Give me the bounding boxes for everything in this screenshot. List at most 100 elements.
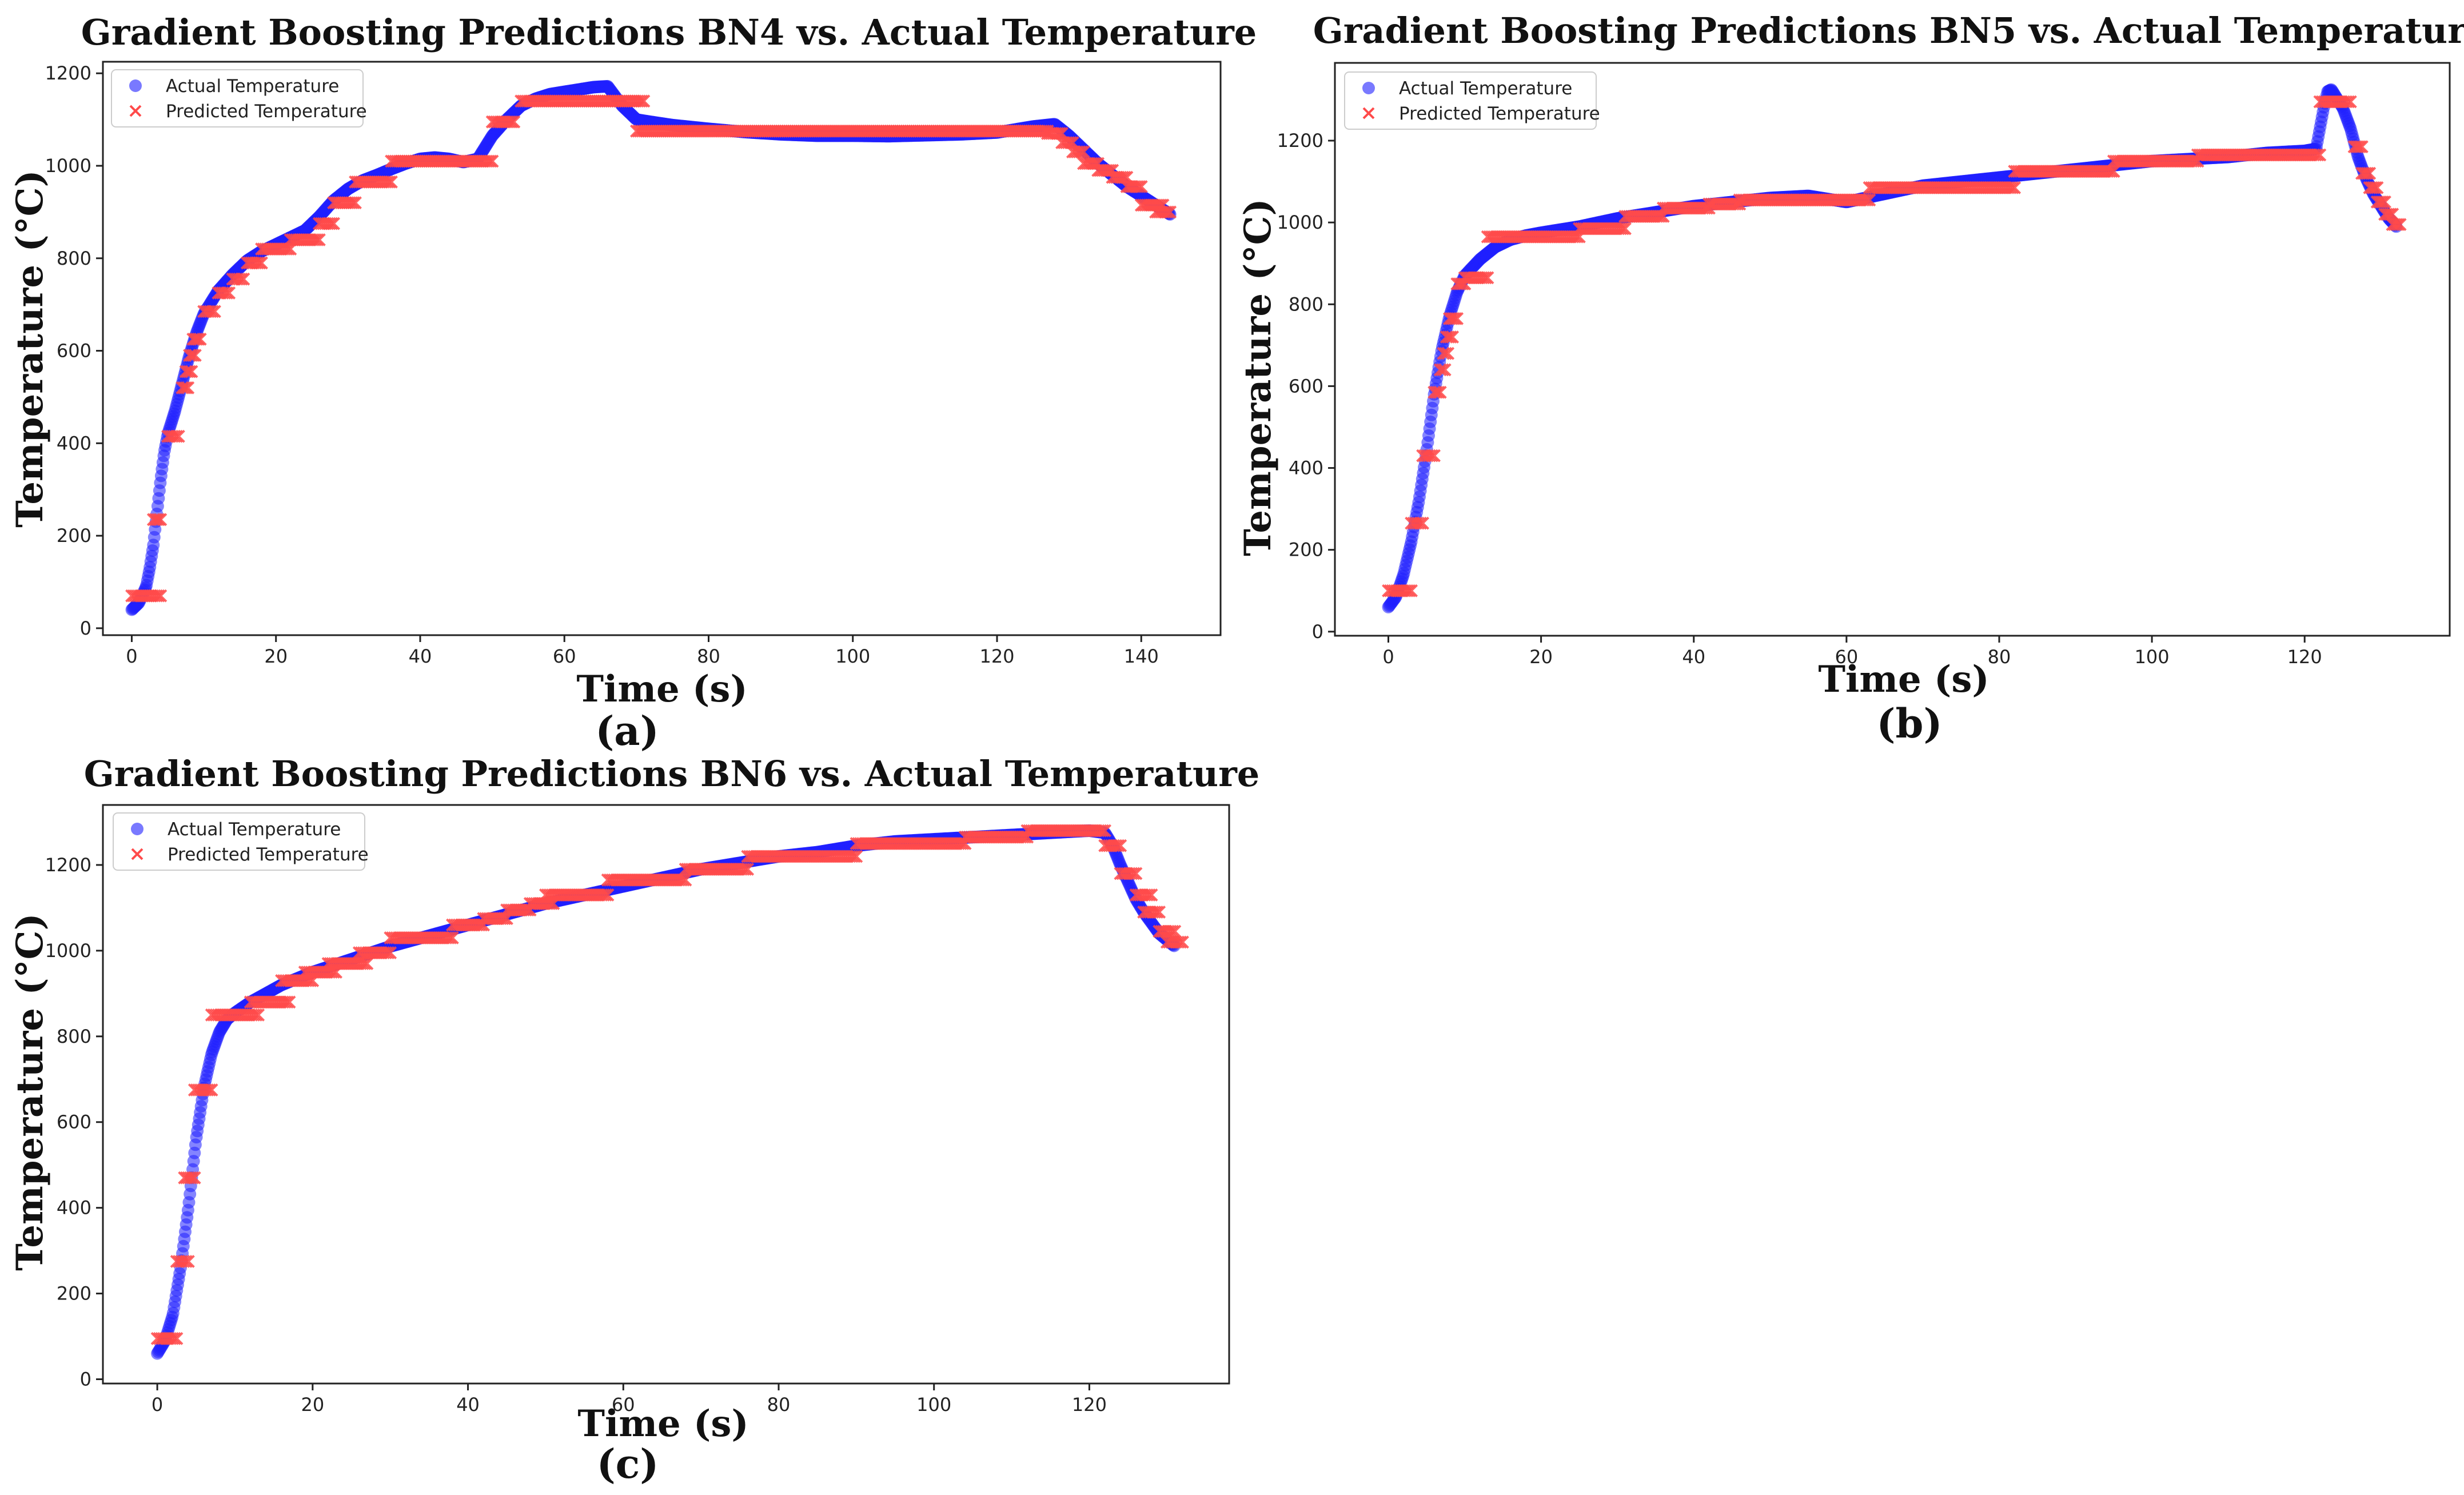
y-tick-label: 400 bbox=[57, 432, 91, 454]
predicted-point bbox=[485, 154, 499, 168]
predicted-point bbox=[1133, 180, 1146, 193]
plot-area bbox=[102, 804, 1230, 1385]
predicted-point bbox=[154, 513, 168, 527]
predicted-point bbox=[501, 115, 515, 129]
predicted-point bbox=[349, 196, 362, 210]
x-tick-label: 20 bbox=[1529, 646, 1553, 668]
x-tick-label: 100 bbox=[2135, 646, 2170, 668]
chart-title: Gradient Boosting Predictions BN5 vs. Ac… bbox=[1313, 10, 2464, 51]
predicted-point bbox=[322, 217, 336, 230]
predicted-point bbox=[1076, 145, 1090, 159]
y-axis-label: Temperature (°C) bbox=[1237, 198, 1279, 556]
plot-area bbox=[102, 61, 1222, 636]
predicted-point bbox=[148, 513, 162, 527]
legend: Actual Temperature Predicted Temperature bbox=[111, 69, 367, 127]
x-tick-label: 60 bbox=[553, 645, 576, 667]
y-tick-label: 200 bbox=[1289, 539, 1323, 561]
predicted-point bbox=[234, 272, 248, 286]
x-tick-label: 0 bbox=[1382, 646, 1394, 668]
predicted-point bbox=[1134, 180, 1148, 193]
y-tick-label: 400 bbox=[1289, 457, 1323, 479]
predicted-point bbox=[206, 305, 220, 318]
panel-a: Gradient Boosting Predictions BN4 vs. Ac… bbox=[9, 11, 1257, 755]
predicted-point bbox=[168, 429, 181, 443]
predicted-point bbox=[381, 175, 394, 189]
predicted-point bbox=[185, 349, 198, 362]
predicted-point bbox=[181, 365, 194, 378]
predicted-point bbox=[222, 286, 236, 300]
predicted-point bbox=[1161, 205, 1175, 219]
predicted-point bbox=[346, 196, 360, 210]
y-tick-label: 200 bbox=[57, 1283, 91, 1305]
predicted-point bbox=[193, 332, 207, 346]
predicted-point bbox=[1075, 145, 1089, 159]
predicted-point bbox=[253, 256, 266, 270]
x-tick-label: 120 bbox=[2287, 646, 2322, 668]
x-tick-label: 120 bbox=[1072, 1394, 1107, 1416]
legend: Actual Temperature Predicted Temperature bbox=[1344, 71, 1600, 130]
predicted-point bbox=[633, 94, 647, 108]
y-tick-label: 0 bbox=[80, 1369, 91, 1390]
panel-c: Gradient Boosting Predictions BN6 vs. Ac… bbox=[9, 753, 1259, 1488]
legend-box bbox=[111, 69, 364, 127]
predicted-point bbox=[250, 256, 264, 270]
y-axis-label: Temperature (°C) bbox=[9, 170, 51, 528]
predicted-point bbox=[208, 305, 221, 318]
chart-title: Gradient Boosting Predictions BN4 vs. Ac… bbox=[81, 11, 1257, 53]
predicted-point bbox=[154, 589, 168, 603]
x-tick-label: 40 bbox=[409, 645, 432, 667]
y-tick-label: 600 bbox=[1289, 375, 1323, 397]
y-tick-label: 800 bbox=[57, 248, 91, 269]
x-axis-label: Time (s) bbox=[576, 668, 747, 711]
predicted-point bbox=[220, 286, 234, 300]
x-tick-label: 80 bbox=[697, 645, 720, 667]
x-tick-label: 20 bbox=[264, 645, 288, 667]
y-tick-label: 0 bbox=[80, 617, 91, 639]
x-tick-label: 20 bbox=[301, 1394, 324, 1416]
predicted-point bbox=[1130, 180, 1144, 193]
y-tick-label: 800 bbox=[57, 1026, 91, 1047]
predicted-point bbox=[255, 256, 268, 270]
y-tick-label: 1000 bbox=[1277, 212, 1323, 233]
panel-label: (b) bbox=[1876, 700, 1942, 747]
x-axis-label: Time (s) bbox=[1818, 658, 1989, 701]
predicted-point bbox=[327, 217, 341, 230]
y-tick-label: 1000 bbox=[45, 155, 91, 177]
y-tick-label: 1200 bbox=[1277, 130, 1323, 152]
data-marks bbox=[1382, 83, 2407, 613]
predicted-point bbox=[176, 381, 189, 394]
predicted-point bbox=[325, 217, 338, 230]
predicted-point bbox=[185, 365, 198, 378]
predicted-point bbox=[237, 272, 250, 286]
predicted-point bbox=[385, 175, 398, 189]
legend-actual-marker bbox=[129, 79, 142, 92]
predicted-point bbox=[312, 233, 326, 246]
predicted-point bbox=[1159, 205, 1173, 219]
predicted-point bbox=[481, 154, 495, 168]
x-tick-label: 80 bbox=[767, 1394, 791, 1416]
predicted-point bbox=[345, 196, 358, 210]
predicted-point bbox=[637, 94, 651, 108]
predicted-point bbox=[182, 349, 196, 362]
predicted-point bbox=[186, 349, 200, 362]
y-tick-label: 400 bbox=[57, 1197, 91, 1219]
x-tick-label: 40 bbox=[1682, 646, 1705, 668]
legend-actual-label: Actual Temperature bbox=[1399, 78, 1572, 99]
predicted-point bbox=[503, 115, 517, 129]
predicted-point bbox=[192, 332, 205, 346]
predicted-point bbox=[635, 94, 648, 108]
predicted-point bbox=[218, 286, 232, 300]
legend-predicted-label: Predicted Temperature bbox=[166, 101, 367, 122]
predicted-point bbox=[1163, 205, 1177, 219]
y-tick-label: 0 bbox=[1312, 621, 1323, 643]
predicted-point bbox=[378, 175, 392, 189]
x-tick-label: 120 bbox=[979, 645, 1014, 667]
predicted-point bbox=[505, 115, 519, 129]
predicted-point bbox=[204, 305, 217, 318]
y-tick-label: 200 bbox=[57, 525, 91, 547]
predicted-point bbox=[150, 513, 164, 527]
predicted-point bbox=[151, 589, 165, 603]
predicted-point bbox=[188, 332, 202, 346]
